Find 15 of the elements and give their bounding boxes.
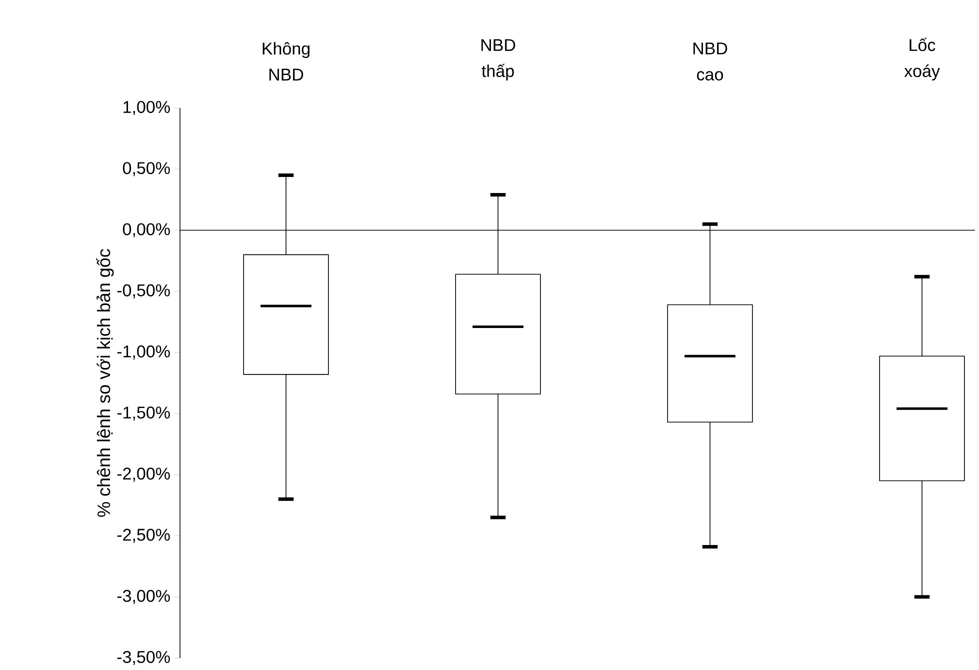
y-tick-label: -1,50% [117, 406, 170, 421]
y-tick-label: -3,00% [117, 590, 170, 604]
y-tick-label: 1,00% [124, 100, 170, 116]
y-tick-label: -3,50% [117, 650, 170, 666]
x-tick-label: Lốc xoáy [904, 38, 940, 80]
y-tick-label: 0,00% [122, 223, 170, 238]
y-tick-label: 0,50% [122, 162, 170, 176]
y-axis-title: % chênh lệnh so với kịch bản gốc [96, 249, 114, 517]
x-tick-label: NBD thấp [481, 39, 516, 80]
x-tick-label: NBD cao [693, 42, 728, 80]
y-tick-label: -0,50% [117, 284, 170, 298]
x-tick-label: Không NBD [262, 42, 310, 80]
y-tick-label: -2,00% [117, 468, 170, 482]
y-tick-label: -1,00% [117, 345, 170, 360]
y-tick-label: -2,50% [117, 528, 170, 543]
